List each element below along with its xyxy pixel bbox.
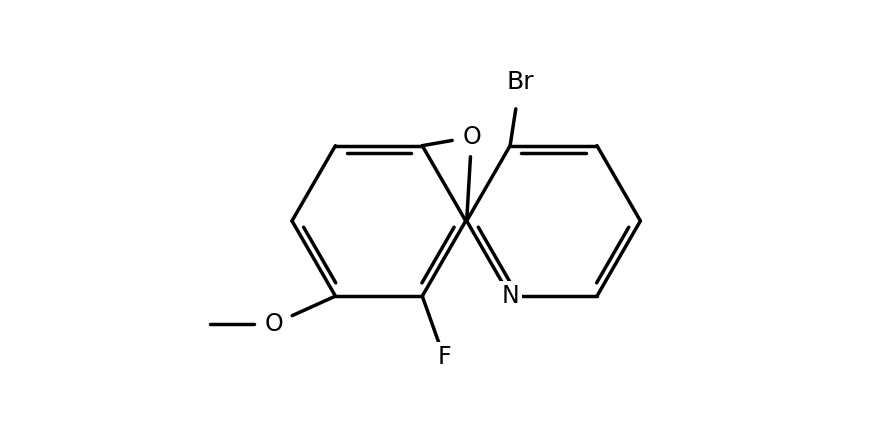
Text: O: O [265, 312, 284, 336]
Text: F: F [437, 345, 451, 369]
Text: Br: Br [506, 69, 533, 94]
Text: N: N [501, 284, 519, 308]
Text: O: O [462, 125, 481, 149]
